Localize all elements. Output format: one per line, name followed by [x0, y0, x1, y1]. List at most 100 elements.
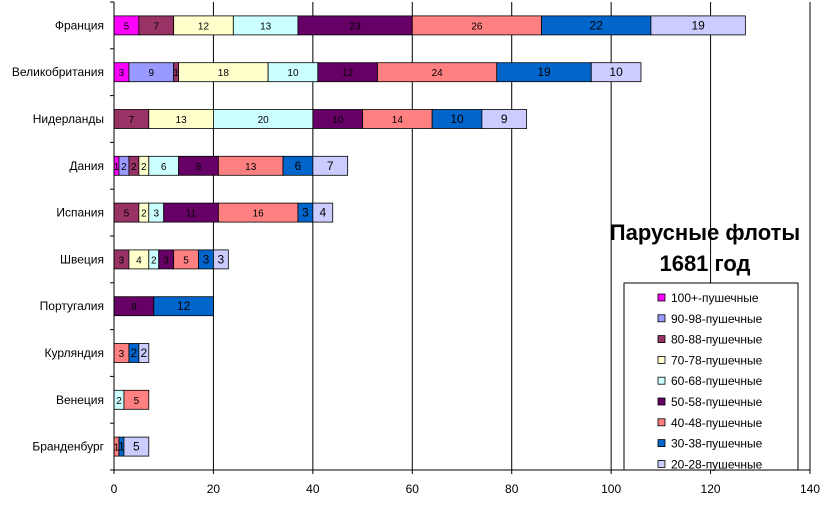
- x-tick-label: 60: [406, 482, 420, 496]
- legend-label: 70-78-пушечные: [671, 353, 763, 367]
- x-tick-label: 80: [505, 482, 519, 496]
- legend-box: [623, 282, 799, 471]
- bar-value-label: 9: [501, 112, 508, 126]
- bar-segment: [312, 202, 334, 223]
- category-label: Великобритания: [12, 65, 104, 79]
- bar-segment: [123, 436, 150, 457]
- category-label: Франция: [55, 18, 104, 32]
- bars: 5 7 12 13 23 26 22 193 9 1 18 10 12 24 19 107 13 20 10 14 10…: [113, 15, 746, 457]
- bar-value-label: 3: [119, 255, 125, 266]
- bar-value-label: 3: [119, 349, 125, 360]
- legend-label: 50-58-пушечные: [671, 395, 763, 409]
- legend-label: 20-28-пушечные: [671, 457, 763, 471]
- bar-value-label: 7: [129, 115, 135, 126]
- legend-label: 60-68-пушечные: [671, 374, 763, 388]
- bar-value-label: 2: [121, 162, 127, 173]
- bar-value-label: 10: [450, 112, 464, 126]
- bar-value-label: 3: [203, 252, 210, 266]
- bar-segment: [481, 109, 528, 129]
- bar-value-label: 4: [319, 206, 326, 220]
- bar-value-label: 19: [691, 18, 705, 32]
- bar-value-label: 23: [350, 21, 362, 32]
- title-line-2: 1681 год: [659, 251, 750, 276]
- category-label: Венеция: [56, 393, 104, 407]
- bar-value-label: 16: [253, 209, 265, 220]
- bar-value-label: 3: [119, 68, 125, 79]
- bar-value-label: 13: [260, 21, 272, 32]
- bar-value-label: 2: [131, 162, 137, 173]
- bar-value-label: 10: [332, 115, 344, 126]
- bar-value-label: 5: [133, 440, 140, 454]
- bar-value-label: 18: [218, 68, 230, 79]
- bar-value-label: 19: [537, 65, 551, 79]
- bar-value-label: 26: [471, 21, 483, 32]
- legend-label: 30-38-пушечные: [671, 437, 763, 451]
- legend-swatch: [657, 459, 666, 468]
- axes: 0 20 40 60 80 100 120 140ФранцияВеликобританияН…: [12, 1, 820, 496]
- x-tick-label: 120: [701, 482, 721, 496]
- bar-value-label: 6: [295, 159, 302, 173]
- legend-swatch: [657, 314, 666, 323]
- bar-value-label: 12: [177, 299, 191, 313]
- bar-value-label: 13: [176, 115, 188, 126]
- bar-value-label: 12: [198, 21, 210, 32]
- category-label: Португалия: [40, 299, 104, 313]
- bar-segment: [650, 15, 746, 36]
- legend: 100+-пушечные 90-98-пушечные 80-88-пушечны…: [623, 282, 799, 471]
- bar-value-label: 2: [141, 209, 147, 220]
- bar-value-label: 5: [134, 396, 140, 407]
- bar-value-label: 2: [131, 346, 138, 360]
- bar-segment: [590, 62, 642, 83]
- bar-value-label: 5: [183, 255, 189, 266]
- bar-value-label: 2: [151, 255, 157, 266]
- chart-title: Парусные флоты 1681 год: [610, 220, 800, 276]
- category-label: Испания: [56, 206, 104, 220]
- bar-value-label: 3: [163, 255, 169, 266]
- bar-value-label: 1: [114, 162, 120, 173]
- legend-label: 80-88-пушечные: [671, 333, 763, 347]
- bar-value-label: 4: [136, 255, 142, 266]
- bar-value-label: 2: [140, 346, 147, 360]
- category-label: Бранденбург: [32, 440, 104, 454]
- legend-label: 90-98-пушечные: [671, 312, 763, 326]
- bar-value-label: 7: [153, 21, 159, 32]
- bar-value-label: 9: [149, 68, 155, 79]
- category-label: Швеция: [60, 252, 104, 266]
- title-line-1: Парусные флоты: [610, 220, 800, 245]
- bar-value-label: 2: [141, 162, 147, 173]
- bar-value-label: 3: [153, 209, 159, 220]
- legend-label: 40-48-пушечные: [671, 416, 763, 430]
- x-tick-label: 0: [111, 482, 118, 496]
- bar-value-label: 12: [342, 68, 354, 79]
- bar-segment: [138, 343, 150, 363]
- category-label: Дания: [69, 159, 104, 173]
- bar-value-label: 13: [245, 162, 257, 173]
- legend-swatch: [657, 293, 666, 302]
- bar-value-label: 3: [302, 206, 309, 220]
- legend-swatch: [657, 355, 666, 364]
- bar-value-label: 22: [590, 18, 604, 32]
- legend-swatch: [657, 418, 666, 427]
- x-tick-label: 140: [800, 482, 820, 496]
- bar-value-label: 14: [392, 115, 404, 126]
- bar-value-label: 10: [609, 65, 623, 79]
- bar-segment: [153, 296, 214, 317]
- bar-value-label: 5: [124, 209, 130, 220]
- bar-value-label: 20: [258, 115, 270, 126]
- bar-value-label: 1: [114, 443, 120, 454]
- bar-value-label: 11: [186, 209, 197, 220]
- legend-swatch: [657, 376, 666, 385]
- bar-segment: [123, 389, 150, 410]
- bar-segment: [312, 155, 349, 176]
- bar-value-label: 7: [327, 159, 334, 173]
- bar-value-label: 8: [131, 302, 137, 313]
- x-tick-label: 40: [306, 482, 320, 496]
- bar-value-label: 2: [116, 396, 122, 407]
- bar-value-label: 24: [432, 68, 444, 79]
- bar-value-label: 10: [287, 68, 299, 79]
- bar-value-label: 1: [173, 68, 179, 79]
- bar-value-label: 5: [124, 21, 130, 32]
- bar-segment: [213, 249, 229, 270]
- legend-swatch: [657, 439, 666, 448]
